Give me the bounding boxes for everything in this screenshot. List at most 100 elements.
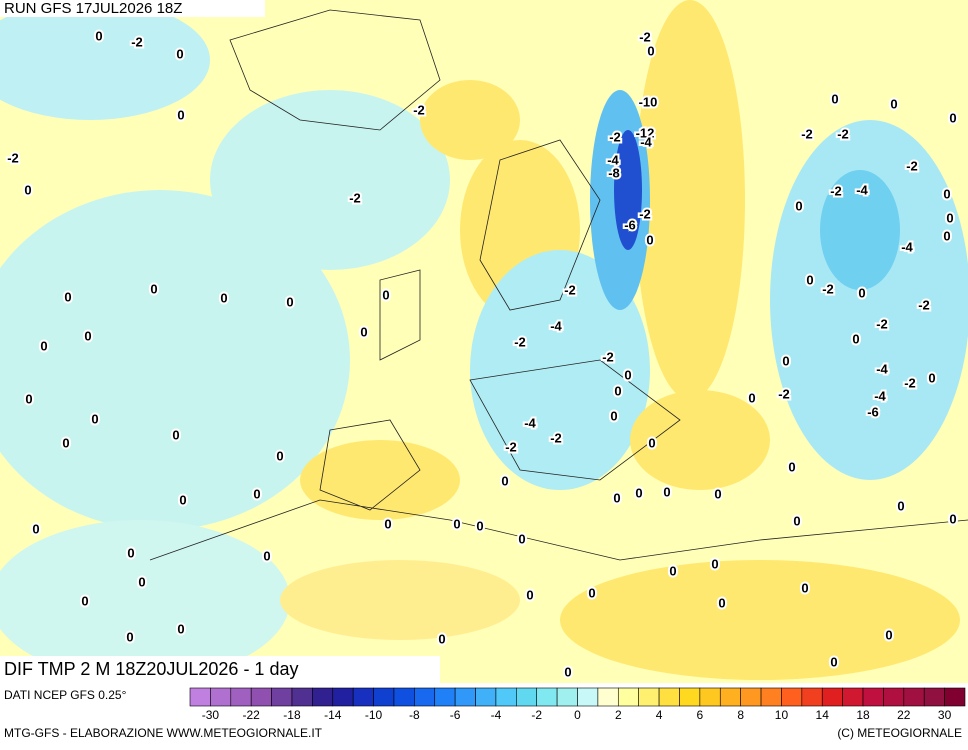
colorbar-swatch: [332, 687, 354, 707]
map-label: 0: [138, 574, 145, 589]
map-label: 0: [220, 290, 227, 305]
map-label: -2: [778, 386, 790, 401]
run-label: RUN GFS 17JUL2026 18Z: [4, 0, 182, 17]
colorbar-swatch: [312, 687, 334, 707]
map-label: 0: [24, 182, 31, 197]
colorbar-swatch: [617, 687, 639, 707]
colorbar-swatch: [842, 687, 864, 707]
map-label: 0: [646, 232, 653, 247]
colorbar-tick-label: 8: [737, 708, 744, 722]
colorbar-swatch: [760, 687, 782, 707]
map-label: -6: [624, 217, 636, 232]
colorbar-swatch: [719, 687, 741, 707]
map-label: 0: [943, 228, 950, 243]
colorbar-tick-label: -8: [409, 708, 420, 722]
map-label: -4: [856, 182, 868, 197]
colorbar-swatch: [944, 687, 966, 707]
map-label: -4: [550, 318, 562, 333]
map-label: -2: [830, 183, 842, 198]
map-label: 0: [32, 521, 39, 536]
map-label: 0: [177, 107, 184, 122]
map-label: 0: [714, 486, 721, 501]
map-label: 0: [943, 186, 950, 201]
map-label: -10: [639, 94, 658, 109]
map-label: 0: [648, 435, 655, 450]
map-label: 0: [438, 631, 445, 646]
colorbar-swatch: [597, 687, 619, 707]
colorbar-tick-label: 10: [775, 708, 789, 722]
colorbar-swatch: [352, 687, 374, 707]
colorbar-swatch: [801, 687, 823, 707]
footer-left: MTG-GFS - ELABORAZIONE WWW.METEOGIORNALE…: [4, 726, 323, 740]
map-label: 0: [588, 585, 595, 600]
colorbar: -30 -22 -18 -14 -10 -8 -6 -4 -2 0 2 4 6 8 10 14 18 22 30: [189, 687, 966, 722]
map-label: 0: [793, 513, 800, 528]
map-label: 0: [177, 621, 184, 636]
map-label: 0: [91, 411, 98, 426]
colorbar-tick-label: 18: [856, 708, 870, 722]
map-label: 0: [748, 390, 755, 405]
colorbar-tick-label: -10: [365, 708, 383, 722]
map-label: 0: [718, 595, 725, 610]
map-label: 0: [176, 46, 183, 61]
colorbar-tick-label: -22: [243, 708, 261, 722]
colorbar-swatch: [414, 687, 436, 707]
colorbar-swatch: [740, 687, 762, 707]
colorbar-swatch: [536, 687, 558, 707]
map-label: -4: [876, 361, 888, 376]
map-label: 0: [127, 545, 134, 560]
map-label: 0: [384, 516, 391, 531]
map-label: -2: [7, 150, 19, 165]
colorbar-swatch: [699, 687, 721, 707]
map-label: -2: [505, 439, 517, 454]
colorbar-tick-label: 6: [697, 708, 704, 722]
map-label: -2: [906, 158, 918, 173]
colorbar-swatch: [454, 687, 476, 707]
colorbar-tick-label: 2: [615, 708, 622, 722]
colorbar-tick-label: -6: [450, 708, 461, 722]
map-label: 0: [526, 587, 533, 602]
header-box: [0, 0, 265, 17]
map-label: -4: [524, 415, 536, 430]
footer-right: (C) METEOGIORNALE: [837, 726, 962, 740]
map-label: 0: [890, 96, 897, 111]
colorbar-swatch: [883, 687, 905, 707]
colorbar-swatch: [495, 687, 517, 707]
map-label: 0: [669, 563, 676, 578]
colorbar-swatch: [923, 687, 945, 707]
map-label: 0: [64, 289, 71, 304]
map-label: 0: [647, 43, 654, 58]
colorbar-tick-label: 30: [938, 708, 952, 722]
colorbar-tick-label: -2: [531, 708, 542, 722]
colorbar-tick-label: 4: [656, 708, 663, 722]
map-label: -12: [636, 125, 655, 140]
map-label: 0: [276, 448, 283, 463]
colorbar-swatch: [679, 687, 701, 707]
map-label: 0: [782, 353, 789, 368]
colorbar-swatch: [658, 687, 680, 707]
map-label: 0: [788, 459, 795, 474]
map-label: -2: [413, 102, 425, 117]
map-label: 0: [501, 473, 508, 488]
map-label: 0: [614, 383, 621, 398]
map-label: 0: [711, 556, 718, 571]
map-label: 0: [949, 110, 956, 125]
map-label: 0: [801, 580, 808, 595]
legend-source: DATI NCEP GFS 0.25°: [4, 688, 127, 702]
map-label: 0: [897, 498, 904, 513]
map-label: -2: [876, 316, 888, 331]
map-label: -2: [918, 297, 930, 312]
map-label: 0: [610, 408, 617, 423]
map-label: 0: [613, 490, 620, 505]
map-label: -4: [607, 152, 619, 167]
colorbar-swatch: [230, 687, 252, 707]
colorbar-swatch: [434, 687, 456, 707]
colorbar-tick-label: -4: [491, 708, 502, 722]
map-label: 0: [286, 294, 293, 309]
map-label: 0: [885, 627, 892, 642]
product-label: DIF TMP 2 M 18Z20JUL2026 - 1 day: [4, 659, 298, 679]
map-label: 0: [852, 331, 859, 346]
colorbar-tick-label: 0: [574, 708, 581, 722]
map-label: -2: [131, 34, 143, 49]
